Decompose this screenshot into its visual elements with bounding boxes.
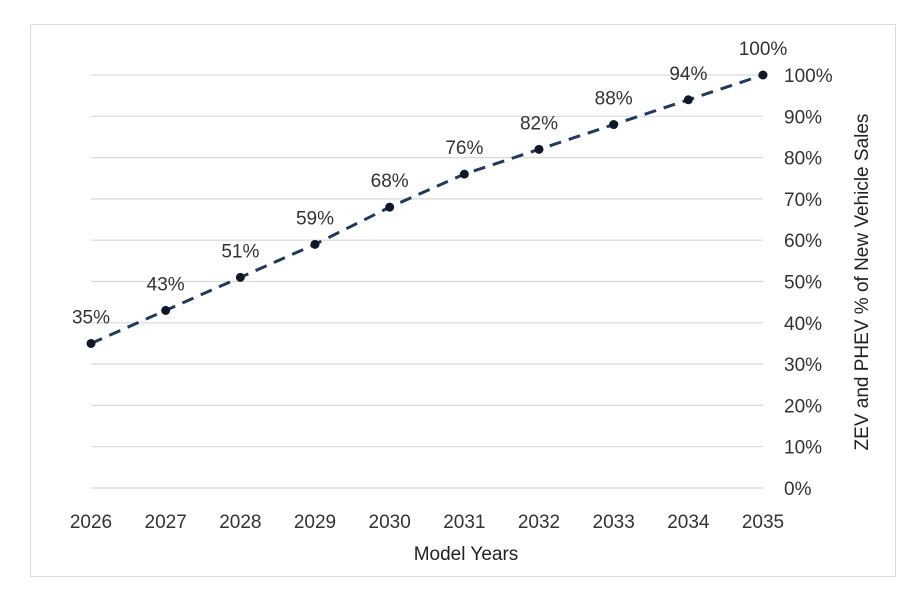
x-tick-label: 2035 bbox=[742, 512, 784, 533]
data-points bbox=[86, 70, 768, 348]
data-point bbox=[609, 120, 619, 130]
series-line-path bbox=[90, 73, 764, 345]
y-tick-label: 80% bbox=[784, 149, 822, 170]
x-tick-label: 2029 bbox=[294, 512, 336, 533]
x-axis-title: Model Years bbox=[414, 544, 519, 565]
data-label: 59% bbox=[296, 208, 334, 229]
y-tick-label: 10% bbox=[784, 438, 822, 459]
x-tick-label: 2027 bbox=[145, 512, 187, 533]
x-tick-label: 2026 bbox=[70, 512, 112, 533]
x-tick-label: 2032 bbox=[518, 512, 560, 533]
data-point bbox=[235, 272, 245, 282]
y-tick-label: 70% bbox=[784, 190, 822, 211]
data-label: 68% bbox=[371, 171, 409, 192]
data-label: 43% bbox=[147, 274, 185, 295]
data-label: 76% bbox=[445, 138, 483, 159]
data-point bbox=[534, 144, 544, 154]
data-labels: 35% 43% 51% 59% 68% 76% 82% 88% 94% 100% bbox=[72, 39, 787, 328]
data-label: 94% bbox=[669, 64, 707, 85]
y-tick-label: 90% bbox=[784, 107, 822, 128]
y-tick-label: 60% bbox=[784, 231, 822, 252]
x-tick-label: 2034 bbox=[667, 512, 710, 533]
data-label: 35% bbox=[72, 307, 110, 328]
data-point bbox=[459, 169, 469, 179]
y-tick-label: 0% bbox=[784, 479, 812, 500]
data-label: 82% bbox=[520, 113, 558, 134]
y-tick-label: 20% bbox=[784, 396, 822, 417]
x-tick-label: 2028 bbox=[219, 512, 261, 533]
y-axis-title: ZEV and PHEV % of New Vehicle Sales bbox=[852, 114, 873, 451]
data-label: 51% bbox=[221, 241, 259, 262]
data-point bbox=[161, 305, 171, 315]
y-axis-ticks: 0% 10% 20% 30% 40% 50% 60% 70% 80% 90% 100% bbox=[784, 66, 833, 500]
data-point bbox=[86, 338, 96, 348]
x-axis-ticks: 2026 2027 2028 2029 2030 2031 2032 2033 2034 2035 bbox=[70, 512, 784, 533]
y-tick-label: 50% bbox=[784, 273, 822, 294]
y-tick-label: 40% bbox=[784, 314, 822, 335]
series-line bbox=[90, 73, 764, 345]
data-label: 100% bbox=[739, 39, 788, 60]
gridlines bbox=[91, 74, 763, 489]
y-tick-label: 30% bbox=[784, 355, 822, 376]
data-point bbox=[683, 95, 693, 105]
y-tick-label: 100% bbox=[784, 66, 833, 87]
x-tick-label: 2030 bbox=[369, 512, 411, 533]
data-label: 88% bbox=[595, 89, 633, 110]
data-point bbox=[758, 70, 768, 80]
data-point bbox=[310, 239, 320, 249]
x-tick-label: 2031 bbox=[443, 512, 485, 533]
x-tick-label: 2033 bbox=[593, 512, 635, 533]
data-point bbox=[385, 202, 395, 212]
